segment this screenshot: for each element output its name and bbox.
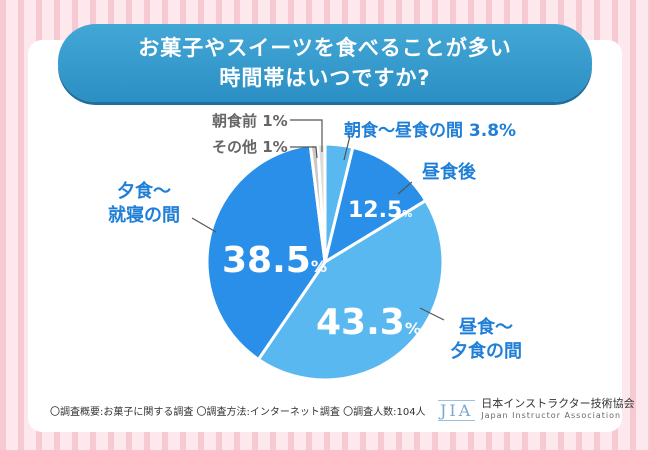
slice-lunch-dinner xyxy=(256,198,445,382)
value-after-lunch: 12.5% xyxy=(348,198,413,223)
label-other: その他 1% xyxy=(212,138,288,156)
label-dinner-bed: 夕食〜 就寝の間 xyxy=(108,181,180,226)
jia-logo: JIA 日本インストラクター技術協会 Japan Instructor Asso… xyxy=(438,398,635,422)
label-breakfast-lunch: 朝食〜昼食の間 3.8% xyxy=(344,121,517,141)
logo-mark: JIA xyxy=(438,399,476,421)
title-line-2: 時間帯はいつですか? xyxy=(219,66,431,90)
value-dinner-bed: 38.5% xyxy=(222,240,328,281)
leader-breakfast-lunch xyxy=(343,135,351,161)
leader-before-breakfast xyxy=(290,119,323,152)
slice-dinner-bed xyxy=(205,143,327,362)
leader-dinner-bed xyxy=(191,217,217,233)
value-lunch-dinner: 43.3% xyxy=(316,302,422,343)
label-lunch-dinner: 昼食〜 夕食の間 xyxy=(450,317,522,362)
slice-after-lunch xyxy=(322,145,428,266)
leader-lunch-dinner xyxy=(419,307,445,321)
title-line-1: お菓子やスイーツを食べることが多い xyxy=(138,36,512,60)
leader-after-lunch xyxy=(397,181,413,195)
label-after-lunch: 昼食後 xyxy=(422,162,476,183)
leader-other xyxy=(290,146,318,159)
survey-note: 〇調査概要:お菓子に関する調査 〇調査方法:インターネット調査 〇調査人数:10… xyxy=(50,407,426,418)
logo-name-jp: 日本インストラクター技術協会 xyxy=(481,397,635,410)
logo-name-en: Japan Instructor Association xyxy=(481,411,622,420)
slice-before-breakfast xyxy=(316,142,327,263)
label-before-breakfast: 朝食前 1% xyxy=(212,112,288,130)
title-banner: お菓子やスイーツを食べることが多い 時間帯はいつですか? xyxy=(58,24,592,102)
